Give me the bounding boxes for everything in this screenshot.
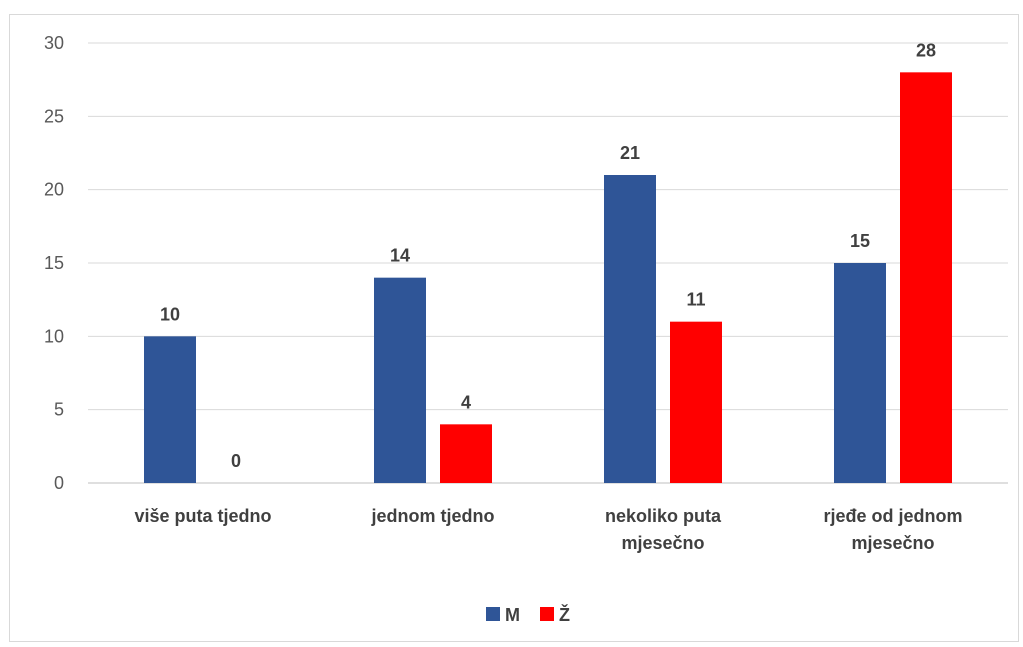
data-label: 4 <box>461 392 471 412</box>
x-axis-categories: više puta tjedno jednom tjedno nekoliko pu… <box>134 506 962 553</box>
y-tick-label: 10 <box>44 326 64 346</box>
data-label: 28 <box>916 40 936 60</box>
bar <box>440 424 492 483</box>
y-tick-label: 30 <box>44 33 64 53</box>
legend-label: Ž <box>559 604 570 625</box>
y-tick-label: 20 <box>44 180 64 200</box>
data-label: 15 <box>850 231 870 251</box>
bar <box>834 263 886 483</box>
y-tick-label: 0 <box>54 473 64 493</box>
data-labels: 10 0 14 4 21 11 15 28 <box>160 40 936 471</box>
bar <box>144 336 196 483</box>
x-category-label: mjesečno <box>851 533 934 553</box>
bar <box>374 277 426 483</box>
y-axis-ticks: 0 5 10 15 20 25 30 <box>44 33 64 493</box>
x-category-label: mjesečno <box>621 533 704 553</box>
y-tick-label: 25 <box>44 106 64 126</box>
data-label: 14 <box>390 246 410 266</box>
data-label: 10 <box>160 304 180 324</box>
bars <box>144 72 952 483</box>
y-tick-label: 5 <box>54 400 64 420</box>
data-label: 0 <box>231 451 241 471</box>
x-category-label: jednom tjedno <box>371 506 495 526</box>
data-label: 21 <box>620 143 640 163</box>
bar <box>604 175 656 483</box>
legend-swatch <box>540 607 554 621</box>
legend-label: M <box>505 605 520 625</box>
bar <box>670 321 722 483</box>
x-category-label: rjeđe od jednom <box>823 506 962 526</box>
x-category-label: nekoliko puta <box>605 506 722 526</box>
y-tick-label: 15 <box>44 253 64 273</box>
legend-swatch <box>486 607 500 621</box>
bar <box>900 72 952 483</box>
x-category-label: više puta tjedno <box>134 506 271 526</box>
data-label: 11 <box>686 290 705 310</box>
